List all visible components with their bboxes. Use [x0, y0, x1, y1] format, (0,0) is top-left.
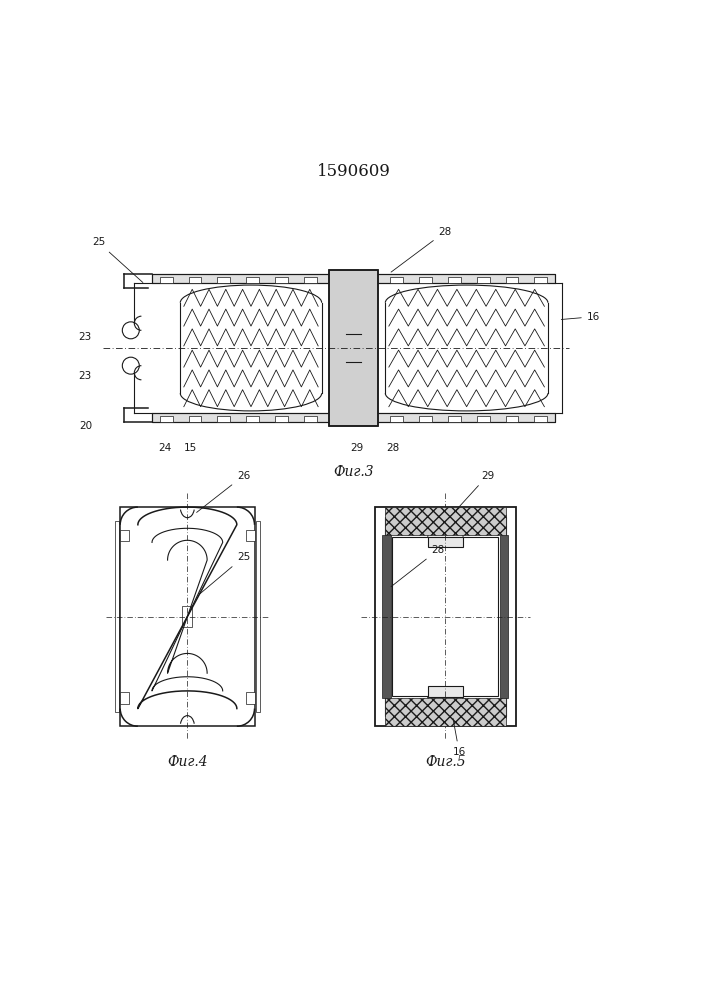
Text: 25: 25	[200, 552, 250, 594]
Text: 28: 28	[391, 545, 445, 587]
Text: 26: 26	[197, 471, 250, 512]
Bar	[152, 413, 555, 422]
Bar	[120, 507, 255, 726]
Bar	[390, 416, 403, 422]
Bar	[419, 277, 432, 283]
Text: 23: 23	[78, 332, 92, 342]
Text: 16: 16	[561, 312, 600, 322]
Bar	[506, 277, 518, 283]
Text: 25: 25	[92, 237, 143, 283]
Bar	[329, 270, 378, 426]
Text: Фиг.5: Фиг.5	[425, 755, 466, 769]
Bar	[382, 535, 391, 698]
Bar	[246, 530, 255, 541]
Text: 1590609: 1590609	[317, 163, 390, 180]
Text: 29: 29	[351, 443, 363, 453]
Text: 15: 15	[185, 443, 197, 453]
Bar	[275, 277, 288, 283]
Bar	[246, 277, 259, 283]
Text: 24: 24	[158, 443, 171, 453]
Bar	[390, 277, 403, 283]
Bar	[189, 416, 201, 422]
Text: 29: 29	[455, 471, 494, 512]
Bar	[304, 416, 317, 422]
Bar	[392, 537, 498, 696]
Bar	[152, 413, 555, 422]
Bar	[256, 521, 260, 712]
Bar	[304, 277, 317, 283]
Bar	[419, 416, 432, 422]
Bar	[375, 507, 516, 726]
Bar	[534, 277, 547, 283]
Bar	[152, 274, 555, 283]
Text: 20: 20	[78, 421, 92, 431]
Bar	[218, 277, 230, 283]
Text: Фиг.4: Фиг.4	[167, 755, 208, 769]
Bar	[218, 416, 230, 422]
Bar	[448, 416, 461, 422]
Bar	[120, 692, 129, 704]
Bar	[152, 274, 555, 283]
Text: 16: 16	[452, 718, 466, 757]
Text: Фиг.3: Фиг.3	[333, 465, 374, 479]
Bar	[246, 416, 259, 422]
Bar	[120, 530, 129, 541]
Bar	[329, 270, 378, 426]
Bar	[477, 416, 489, 422]
Bar	[500, 535, 508, 698]
Bar	[477, 277, 489, 283]
Bar	[160, 277, 173, 283]
Bar	[385, 507, 506, 535]
Bar	[448, 277, 461, 283]
Bar	[506, 416, 518, 422]
Bar	[534, 416, 547, 422]
Bar	[385, 517, 506, 716]
Bar	[385, 698, 506, 726]
Bar	[428, 686, 463, 697]
Bar	[115, 521, 119, 712]
Text: 28: 28	[391, 227, 452, 272]
Bar	[189, 277, 201, 283]
Bar	[182, 606, 192, 627]
Bar	[246, 692, 255, 704]
Bar	[428, 537, 463, 547]
Text: 23: 23	[78, 371, 92, 381]
Bar	[160, 416, 173, 422]
Text: 28: 28	[386, 443, 399, 453]
Bar	[275, 416, 288, 422]
